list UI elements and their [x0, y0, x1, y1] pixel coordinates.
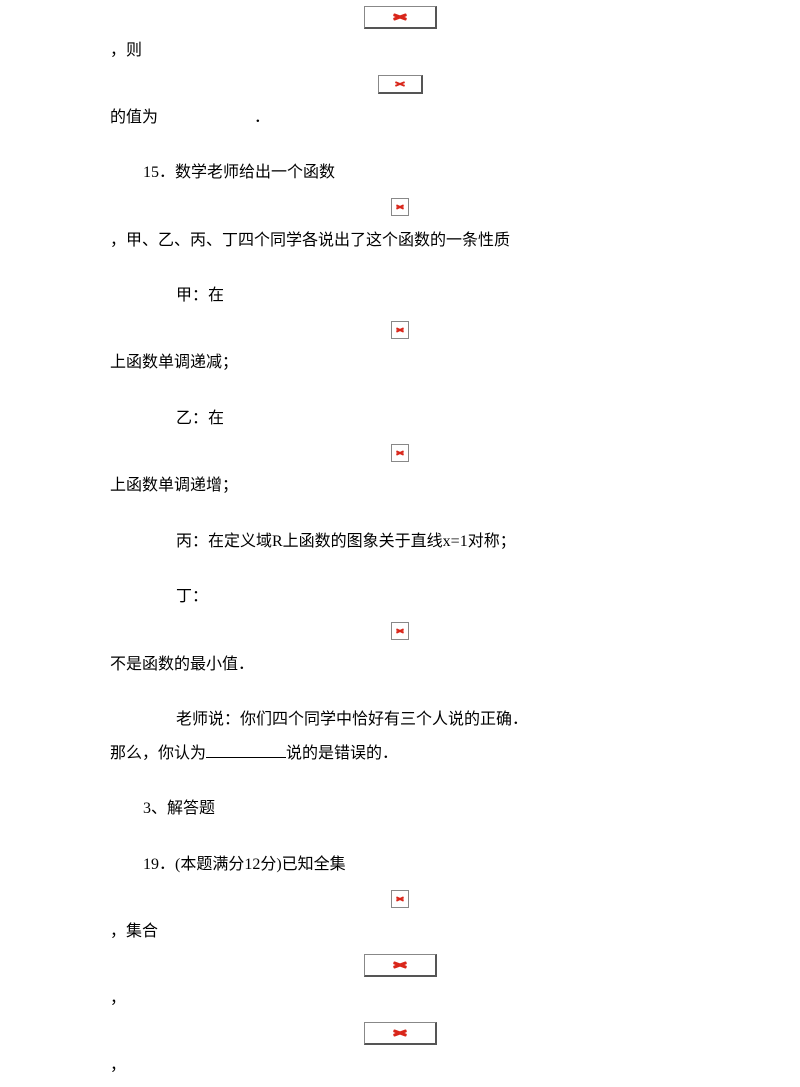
text-line: 上函数单调递减；: [0, 350, 800, 376]
student-bing: 丙：在定义域R上函数的图象关于直线x=1对称；: [0, 529, 800, 555]
spacer: [0, 685, 800, 699]
body-text: 说的是错误的．: [286, 745, 398, 762]
body-text: 老师说：你们四个同学中恰好有三个人说的正确．: [176, 711, 528, 728]
text-line: ，集合: [0, 919, 800, 945]
broken-image-placeholder: [0, 885, 800, 911]
student-yi: 乙：在: [0, 406, 800, 432]
body-text: 丁：: [176, 588, 208, 605]
body-text: 甲：在: [176, 287, 224, 304]
spacer: [0, 138, 800, 152]
spacer: [0, 562, 800, 576]
question-19: 19．(本题满分12分)已知全集: [0, 852, 800, 878]
student-ding: 丁：: [0, 584, 800, 610]
broken-image-icon: [391, 622, 409, 640]
spacer: [0, 830, 800, 844]
broken-image-placeholder: [0, 440, 800, 466]
broken-image-placeholder: [0, 618, 800, 644]
broken-image-placeholder: [0, 317, 800, 343]
broken-image-icon: [391, 444, 409, 462]
broken-image-placeholder: [0, 1020, 800, 1046]
body-text: ，: [110, 1057, 126, 1074]
broken-image-icon: [364, 954, 437, 977]
broken-image-icon: [391, 321, 409, 339]
student-jia: 甲：在: [0, 283, 800, 309]
broken-image-icon: [391, 198, 409, 216]
body-text: 上函数单调递减；: [110, 354, 238, 371]
broken-image-icon: [391, 890, 409, 908]
broken-image-placeholder: [0, 71, 800, 97]
section-3: 3、解答题: [0, 796, 800, 822]
body-text: 15．数学老师给出一个函数: [143, 164, 335, 181]
broken-image-placeholder: [0, 953, 800, 979]
body-text: ，则: [110, 42, 142, 59]
spacer: [0, 261, 800, 275]
body-text: ，甲、乙、丙、丁四个同学各说出了这个函数的一条性质: [110, 232, 510, 249]
body-text: 乙：在: [176, 410, 224, 427]
body-text: 的值为 ．: [110, 109, 270, 126]
broken-image-placeholder: [0, 194, 800, 220]
body-text: ，: [110, 990, 126, 1007]
text-line: 不是函数的最小值．: [0, 652, 800, 678]
body-text: 不是函数的最小值．: [110, 656, 254, 673]
spacer: [0, 507, 800, 521]
broken-image-placeholder: [0, 4, 800, 30]
spacer: [0, 384, 800, 398]
body-text: 丙：在定义域R上函数的图象关于直线x=1对称；: [176, 533, 516, 550]
body-text: ，集合: [110, 923, 158, 940]
spacer: [0, 774, 800, 788]
text-line: 的值为 ．: [0, 105, 800, 131]
text-line: ，则: [0, 38, 800, 64]
question-15: 15．数学老师给出一个函数: [0, 160, 800, 186]
body-text: 19．(本题满分12分)已知全集: [143, 856, 346, 873]
document-page: ，则 的值为 ． 15．数学老师给出一个函数 ，甲、乙、丙、丁四个同学各说出了这…: [0, 4, 800, 1079]
broken-image-icon: [364, 1022, 437, 1045]
body-text: 那么，你认为: [110, 745, 206, 762]
text-line: ，: [0, 1053, 800, 1079]
teacher-line-2: 那么，你认为 说的是错误的．: [0, 741, 800, 767]
body-text: 上函数单调递增；: [110, 477, 238, 494]
text-line: ，甲、乙、丙、丁四个同学各说出了这个函数的一条性质: [0, 228, 800, 254]
body-text: 3、解答题: [143, 800, 215, 817]
teacher-line-1: 老师说：你们四个同学中恰好有三个人说的正确．: [0, 707, 800, 733]
broken-image-icon: [364, 6, 437, 29]
broken-image-icon: [378, 75, 423, 94]
fill-blank: [206, 741, 286, 758]
text-line: ，: [0, 986, 800, 1012]
text-line: 上函数单调递增；: [0, 473, 800, 499]
